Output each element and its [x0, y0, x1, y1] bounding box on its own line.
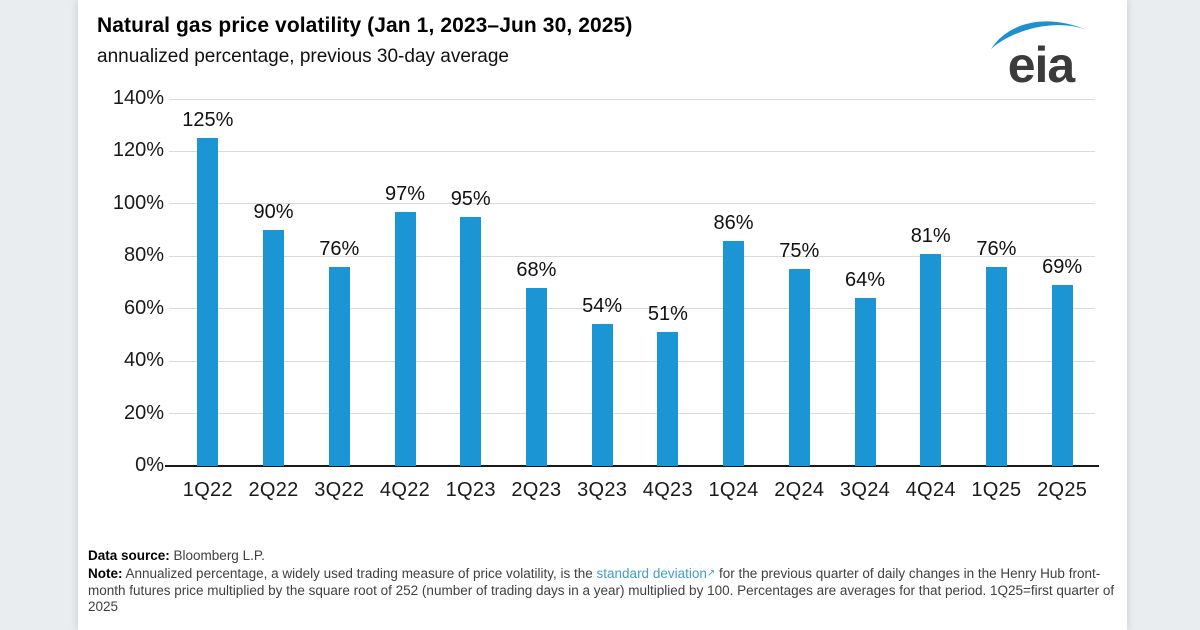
bar-value-label: 68%	[516, 258, 557, 281]
y-tick-label: 60%	[123, 296, 164, 319]
bar	[788, 269, 810, 466]
gridline	[169, 308, 1095, 310]
note-label: Note:	[88, 566, 123, 582]
bar	[328, 266, 350, 466]
y-tick-label: 100%	[112, 191, 164, 214]
footer-notes: Data source: Bloomberg L.P. Note: Annual…	[88, 548, 1118, 616]
x-tick-label: 3Q22	[314, 479, 365, 501]
x-tick-label: 1Q24	[708, 479, 759, 501]
bar-value-label: 76%	[319, 237, 360, 260]
x-tick-label: 2Q23	[511, 479, 562, 501]
x-tick-label: 4Q22	[379, 479, 431, 501]
chart-title: Natural gas price volatility (Jan 1, 202…	[97, 14, 633, 37]
x-tick-label: 3Q23	[577, 479, 628, 501]
bar	[985, 266, 1007, 466]
bar-value-label: 95%	[450, 187, 491, 210]
chart-card: Natural gas price volatility (Jan 1, 202…	[78, 0, 1127, 630]
bar-value-label: 76%	[976, 237, 1017, 260]
bar	[460, 216, 482, 466]
gridline	[169, 150, 1095, 152]
eia-logo: eia	[989, 16, 1093, 90]
note-text-post: for the previous quarter of daily change…	[88, 566, 1115, 615]
bar	[854, 298, 876, 466]
bar-value-label: 64%	[844, 269, 886, 292]
x-tick-label: 4Q23	[642, 479, 693, 501]
data-source-label: Data source:	[88, 548, 170, 563]
gridline	[169, 203, 1095, 205]
note-text-pre: Annualized percentage, a widely used tra…	[122, 566, 597, 582]
bar-value-label: 69%	[1042, 256, 1083, 279]
x-tick-label: 4Q24	[905, 479, 956, 501]
bar-value-label: 75%	[779, 240, 820, 263]
plot-area: 125% 1Q22 90% 2Q22 76% 3Q22 97% 4Q22 95% 1Q23 68% 2…	[165, 98, 1099, 501]
bar	[591, 324, 613, 466]
x-tick-label: 2Q22	[248, 479, 299, 501]
y-tick-label: 140%	[112, 87, 164, 109]
external-link-icon[interactable]: ↗	[706, 568, 716, 580]
bar	[263, 230, 285, 466]
x-tick-label: 3Q24	[839, 479, 891, 501]
y-tick-label: 120%	[112, 139, 164, 162]
bar	[657, 332, 679, 466]
x-tick-label: 2Q25	[1037, 479, 1088, 501]
bar	[197, 138, 219, 466]
bar-value-label: 125%	[182, 109, 234, 132]
note-line: Note: Annualized percentage, a widely us…	[88, 566, 1118, 615]
data-source-line: Data source: Bloomberg L.P.	[88, 548, 1118, 564]
bar	[920, 253, 942, 466]
chart: 125% 1Q22 90% 2Q22 76% 3Q22 97% 4Q22 95% 1Q23 68% 2…	[78, 0, 1127, 540]
bar-value-label: 51%	[647, 303, 688, 326]
y-tick-label: 80%	[123, 244, 164, 267]
gridline	[169, 360, 1095, 362]
bar	[394, 211, 416, 466]
y-tick-label: 0%	[135, 454, 164, 476]
gridline	[169, 413, 1095, 415]
x-tick-label: 1Q22	[182, 479, 233, 501]
eia-logo-text: eia	[1007, 37, 1076, 93]
bar-value-label: 97%	[384, 182, 426, 205]
gridline	[169, 98, 1095, 100]
bar	[723, 240, 745, 466]
bar-value-label: 86%	[713, 211, 754, 234]
bar	[525, 287, 547, 466]
bar	[1051, 285, 1073, 466]
eia-swoosh-icon	[991, 21, 1089, 49]
bar-value-label: 90%	[253, 201, 294, 224]
x-tick-label: 1Q25	[971, 479, 1022, 501]
data-source-value: Bloomberg L.P.	[169, 548, 265, 563]
bar-value-label: 81%	[910, 224, 951, 247]
gridline	[169, 255, 1095, 257]
x-tick-label: 1Q23	[445, 479, 496, 501]
standard-deviation-link[interactable]: standard deviation	[596, 566, 707, 582]
y-tick-label: 20%	[123, 401, 164, 424]
bar-value-label: 54%	[582, 295, 623, 318]
y-tick-label: 40%	[123, 349, 164, 372]
x-tick-label: 2Q24	[774, 479, 825, 501]
chart-subtitle: annualized percentage, previous 30-day a…	[97, 46, 509, 67]
x-axis-line	[165, 465, 1099, 467]
